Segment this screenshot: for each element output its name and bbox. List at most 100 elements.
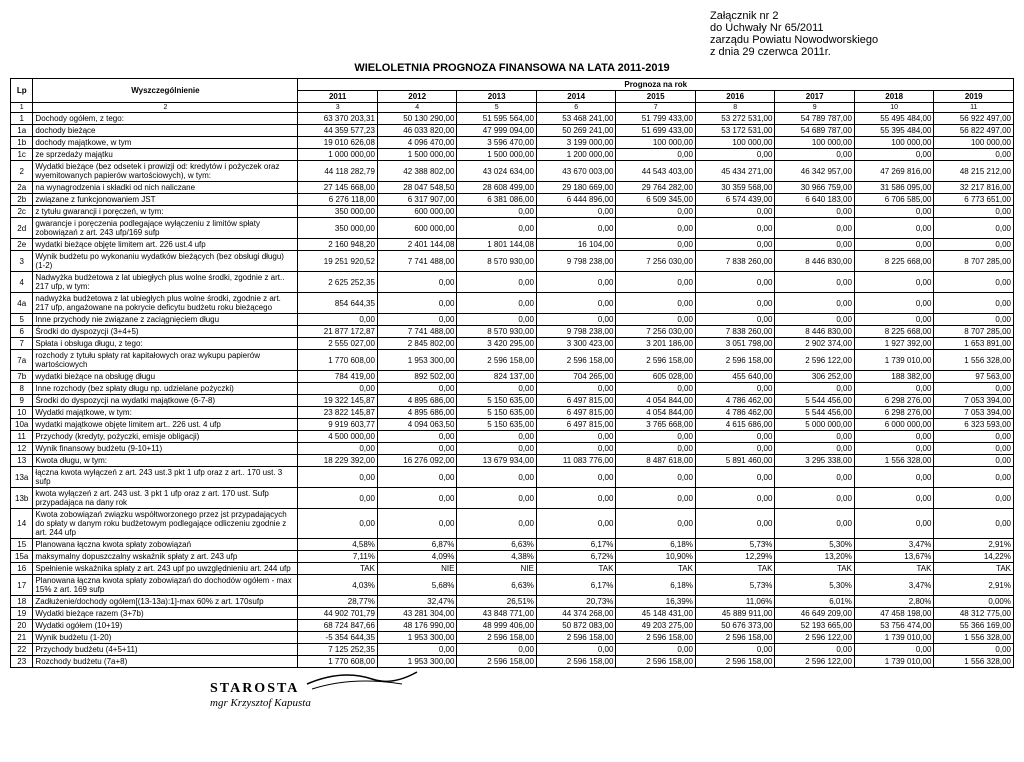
cell-value: 0,00 [854,383,934,395]
cell-lp: 16 [11,563,33,575]
cell-value: 0,00 [854,443,934,455]
cell-desc: wydatki bieżące objęte limitem art. 226 … [33,239,298,251]
cell-value: 56 922 497,00 [934,113,1014,125]
table-row: 2dgwarancje i poręczenia podlegające wył… [11,218,1014,239]
cell-lp: 7b [11,371,33,383]
cell-value: 0,00 [298,509,378,539]
cell-lp: 14 [11,509,33,539]
cell-value: 4 895 686,00 [377,407,457,419]
cell-value: 0,00 [934,431,1014,443]
cell-value: 0,00 [934,314,1014,326]
cell-value: 54 789 787,00 [775,113,855,125]
cell-desc: maksymalny dopuszczalny wskaźnik spłaty … [33,551,298,563]
cell-value: 5 150 635,00 [457,407,537,419]
cell-desc: dochody majątkowe, w tym [33,137,298,149]
cell-desc: Środki do dyspozycji na wydatki majątkow… [33,395,298,407]
table-row: 2bzwiązane z funkcjonowaniem JST6 276 11… [11,194,1014,206]
cell-value: 0,00 [616,218,696,239]
cell-value: 1 500 000,00 [457,149,537,161]
cell-lp: 2b [11,194,33,206]
cell-desc: dochody bieżące [33,125,298,137]
cell-lp: 10a [11,419,33,431]
cell-value: 0,00 [298,383,378,395]
cell-value: 0,00 [457,431,537,443]
cell-value: 4,58% [298,539,378,551]
cell-value: 28 608 499,00 [457,182,537,194]
cell-value: 0,00 [536,218,616,239]
cell-value: TAK [536,563,616,575]
table-row: 7Spłata i obsługa długu, z tego:2 555 02… [11,338,1014,350]
cell-value: 6 276 118,00 [298,194,378,206]
cell-value: 0,00 [377,644,457,656]
cell-value: 29 764 282,00 [616,182,696,194]
table-row: 10Wydatki majątkowe, w tym:23 822 145,87… [11,407,1014,419]
cell-value: 4,38% [457,551,537,563]
cell-value: 0,00 [854,272,934,293]
cell-value: 0,00 [854,644,934,656]
cell-value: 0,00 [377,314,457,326]
cell-value: 7 256 030,00 [616,251,696,272]
cell-value: 50 676 373,00 [695,620,775,632]
cell-value: 2 596 158,00 [457,350,537,371]
cell-value: 11 083 776,00 [536,455,616,467]
table-row: 4anadwyżka budżetowa z lat ubiegłych plu… [11,293,1014,314]
cell-lp: 13a [11,467,33,488]
cell-value: 0,00 [457,383,537,395]
cell-value: 1 653 891,00 [934,338,1014,350]
cell-desc: Rozchody budżetu (7a+8) [33,656,298,668]
cell-value: 13,67% [854,551,934,563]
cell-value: 0,00 [854,314,934,326]
cell-value: 21 877 172,87 [298,326,378,338]
cell-lp: 23 [11,656,33,668]
cell-value: 6 317 907,00 [377,194,457,206]
table-row: 1adochody bieżące44 359 577,2346 033 820… [11,125,1014,137]
col-lp: Lp [11,79,33,103]
cell-value: 8 707 285,00 [934,326,1014,338]
table-row: 12Wynik finansowy budżetu (9-10+11)0,000… [11,443,1014,455]
cell-value: 27 145 668,00 [298,182,378,194]
cell-lp: 6 [11,326,33,338]
signature-block: STAROSTA mgr Krzysztof Kapusta [210,674,1014,709]
cell-value: 43 281 304,00 [377,608,457,620]
cell-value: 32,47% [377,596,457,608]
cell-value: 0,00 [854,293,934,314]
cell-value: 23 822 145,87 [298,407,378,419]
header-line1: Załącznik nr 2 [710,10,1014,22]
cell-value: 0,00 [536,314,616,326]
cell-value: 2 596 158,00 [616,632,696,644]
col-year-2019: 2019 [934,91,1014,103]
cell-value: 1 556 328,00 [934,656,1014,668]
cell-value: 1 801 144,08 [457,239,537,251]
cell-value: 6,01% [775,596,855,608]
cell-value: 53 756 474,00 [854,620,934,632]
cell-value: 4 786 462,00 [695,407,775,419]
cell-value: 13,20% [775,551,855,563]
cell-value: 45 148 431,00 [616,608,696,620]
cell-value: 0,00 [775,443,855,455]
cell-value: 0,00 [536,644,616,656]
cell-value: 0,00 [775,239,855,251]
cell-lp: 7a [11,350,33,371]
cell-value: 56 822 497,00 [934,125,1014,137]
cell-value: 8 446 830,00 [775,326,855,338]
cell-desc: wydatki bieżące na obsługę długu [33,371,298,383]
cell-lp: 7 [11,338,33,350]
cell-value: 8 225 668,00 [854,251,934,272]
cell-value: 6 298 276,00 [854,407,934,419]
cell-lp: 1a [11,125,33,137]
cell-value: 2 160 948,20 [298,239,378,251]
table-row: 22Przychody budżetu (4+5+11)7 125 252,35… [11,644,1014,656]
cell-desc: Dochody ogółem, z tego: [33,113,298,125]
cell-value: 10,90% [616,551,696,563]
cell-value: 2 845 802,00 [377,338,457,350]
col-group: Prognoza na rok [298,79,1014,91]
cell-desc: łączna kwota wyłączeń z art. 243 ust.3 p… [33,467,298,488]
cell-value: 7 053 394,00 [934,395,1014,407]
cell-value: 1 770 608,00 [298,350,378,371]
cell-value: 5 544 456,00 [775,395,855,407]
table-row: 17Planowana łączna kwota spłaty zobowiąz… [11,575,1014,596]
cell-value: 6 298 276,00 [854,395,934,407]
cell-value: 0,00 [457,314,537,326]
cell-value: 45 889 911,00 [695,608,775,620]
cell-lp: 13b [11,488,33,509]
